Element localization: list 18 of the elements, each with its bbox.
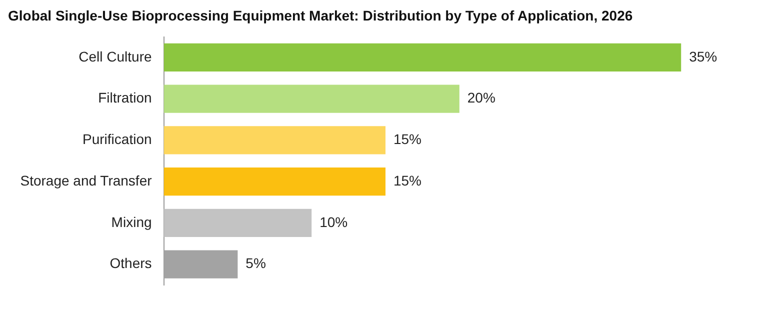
bar	[164, 208, 312, 238]
data-label: 35%	[689, 48, 718, 64]
data-label: 15%	[393, 131, 422, 148]
data-label: 5%	[246, 255, 266, 272]
bar	[164, 126, 386, 154]
y-tick-label: Cell Culture	[78, 48, 152, 64]
y-tick-label: Storage and Transfer	[20, 172, 152, 188]
y-tick-label: Mixing	[111, 214, 152, 230]
y-tick-label: Others	[110, 255, 152, 272]
y-tick-label: Filtration	[98, 90, 152, 106]
data-label: 10%	[320, 214, 348, 230]
bar	[164, 43, 682, 72]
data-label: 20%	[467, 90, 496, 106]
bar	[164, 168, 386, 196]
chart-title: Global Single-Use Bioprocessing Equipment Market: Distribution by Type of Application, 2026	[8, 7, 633, 24]
bar	[164, 84, 460, 113]
y-tick-label: Purification	[82, 131, 152, 148]
data-label: 15%	[393, 172, 422, 188]
